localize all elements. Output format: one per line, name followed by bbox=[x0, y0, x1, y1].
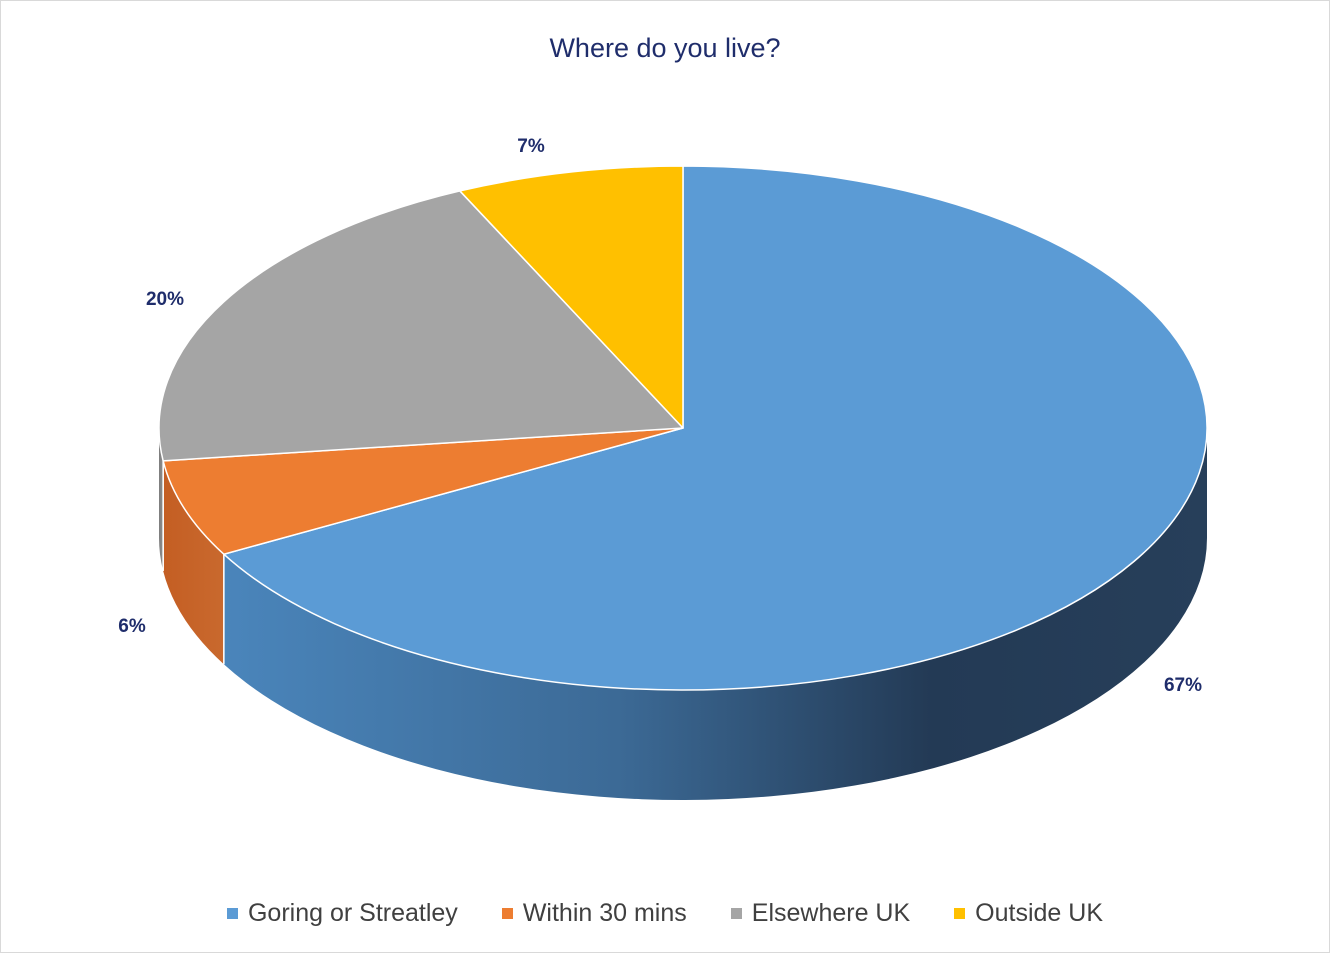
chart-title: Where do you live? bbox=[549, 33, 781, 63]
legend-label: Outside UK bbox=[975, 899, 1104, 927]
data-label: 6% bbox=[118, 616, 146, 637]
slice-goring-or-streatley-side bbox=[223, 428, 1207, 800]
legend-swatch bbox=[730, 908, 742, 919]
legend-swatch bbox=[501, 908, 513, 919]
slice-elsewhere-uk bbox=[158, 190, 684, 462]
legend-label: Elsewhere UK bbox=[751, 899, 911, 927]
legend-label: Within 30 mins bbox=[522, 899, 687, 927]
data-label: 67% bbox=[1164, 675, 1202, 696]
legend-item-within-30-mins: Within 30 mins bbox=[501, 899, 687, 928]
slice-elsewhere-uk-side bbox=[159, 428, 164, 571]
legend-swatch bbox=[226, 908, 238, 919]
chart-legend: Goring or Streatley Within 30 mins Elsew… bbox=[1, 899, 1329, 928]
legend-swatch bbox=[954, 908, 966, 919]
slice-within-30-mins bbox=[162, 427, 684, 555]
slice-within-30-mins-side bbox=[163, 460, 224, 665]
data-label: 20% bbox=[146, 289, 184, 310]
slice-goring-or-streatley bbox=[223, 165, 1208, 691]
data-label: 7% bbox=[517, 136, 545, 157]
legend-item-elsewhere-uk: Elsewhere UK bbox=[730, 899, 911, 928]
legend-item-goring-or-streatley: Goring or Streatley bbox=[226, 899, 458, 928]
legend-item-outside-uk: Outside UK bbox=[954, 899, 1103, 928]
legend-label: Goring or Streatley bbox=[247, 899, 458, 927]
slice-outside-uk bbox=[459, 165, 684, 429]
